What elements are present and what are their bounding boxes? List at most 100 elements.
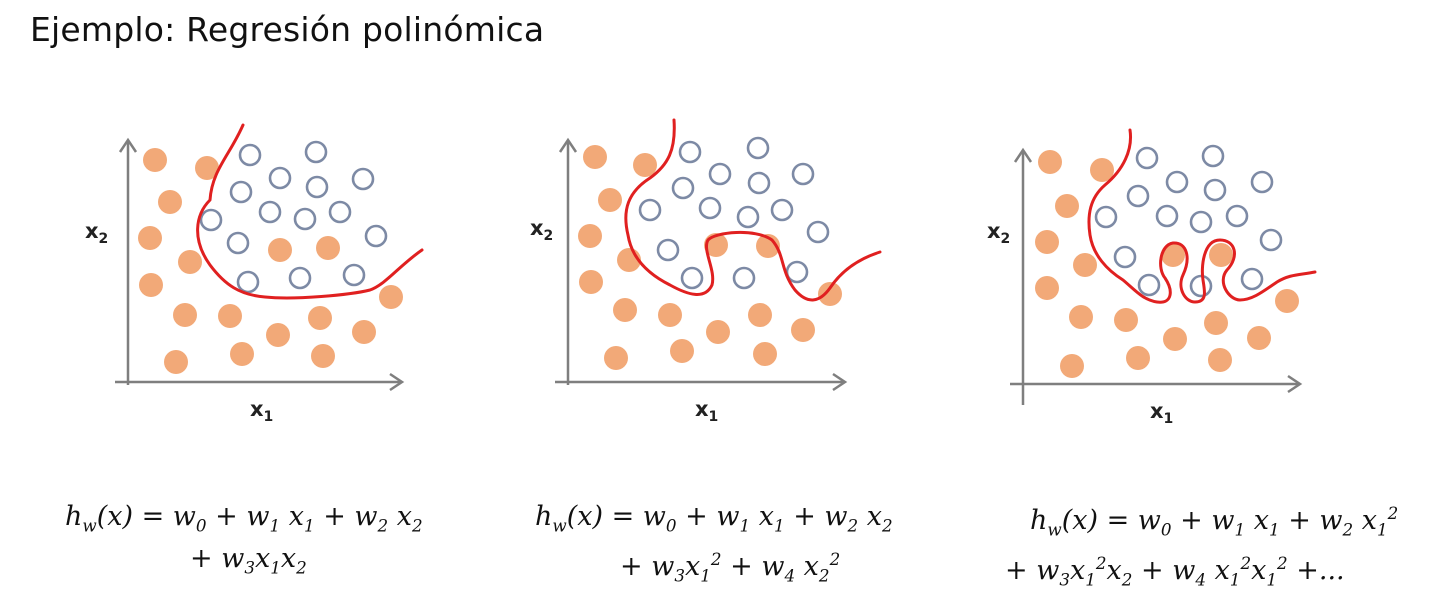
x-axis-label: x1: [695, 397, 718, 425]
x-axis-label: x1: [1150, 399, 1173, 427]
open-point: [238, 143, 262, 167]
formula-quadratic: hw(x) = w0 + w1 x1 + w2 x2 + w3x12 + w4 …: [535, 500, 893, 593]
open-point: [770, 198, 794, 222]
filled-point: [195, 156, 219, 180]
open-point: [656, 238, 680, 262]
open-point: [268, 166, 292, 190]
filled-point: [164, 350, 188, 374]
filled-point: [1035, 230, 1059, 254]
open-point: [328, 200, 352, 224]
filled-point: [178, 250, 202, 274]
filled-point: [1069, 305, 1093, 329]
formula-line-1: hw(x) = w0 + w1 x1 + w2 x2: [535, 501, 893, 536]
open-point: [199, 208, 223, 232]
formula-line-2: + w3x1x2: [190, 543, 307, 578]
open-point: [1094, 205, 1118, 229]
filled-point: [578, 224, 602, 248]
filled-point: [604, 346, 628, 370]
filled-point: [748, 303, 772, 327]
open-point: [746, 136, 770, 160]
filled-point: [316, 236, 340, 260]
decision-boundary: [1087, 128, 1317, 304]
open-point: [1135, 146, 1159, 170]
filled-point: [218, 304, 242, 328]
filled-point: [1090, 158, 1114, 182]
filled-point: [791, 318, 815, 342]
open-point: [1201, 144, 1225, 168]
open-point: [1225, 204, 1249, 228]
y-axis-arrow: [558, 137, 578, 153]
open-point: [678, 140, 702, 164]
open-points: [199, 140, 388, 294]
filled-point: [266, 323, 290, 347]
open-point: [364, 224, 388, 248]
filled-point: [1073, 253, 1097, 277]
filled-point: [143, 148, 167, 172]
open-point: [288, 266, 312, 290]
y-axis-label: x2: [530, 216, 553, 244]
filled-point: [1055, 194, 1079, 218]
formula-line-1: hw(x) = w0 + w1 x1 + w2 x12: [1030, 503, 1399, 540]
filled-point: [756, 234, 780, 258]
open-point: [304, 140, 328, 164]
y-axis-arrow: [1013, 147, 1033, 163]
open-point: [680, 266, 704, 290]
filled-point: [1038, 150, 1062, 174]
open-point: [226, 231, 250, 255]
formula-line-1: hw(x) = w0 + w1 x1 + w2 x2: [65, 501, 423, 536]
open-point: [671, 176, 695, 200]
filled-point: [1275, 289, 1299, 313]
open-point: [1137, 273, 1161, 297]
filled-point: [583, 145, 607, 169]
filled-point: [1209, 243, 1233, 267]
y-axis-arrow: [118, 137, 138, 153]
open-point: [1250, 170, 1274, 194]
axes: [1010, 147, 1303, 405]
open-point: [736, 205, 760, 229]
filled-point: [706, 320, 730, 344]
plot-high-order-boundary: x1 x2: [987, 128, 1317, 427]
decision-boundary: [196, 123, 424, 300]
filled-point: [138, 226, 162, 250]
x-axis-arrow: [1287, 374, 1303, 394]
open-point: [305, 175, 329, 199]
filled-point: [230, 342, 254, 366]
filled-point: [1114, 308, 1138, 332]
filled-point: [633, 153, 657, 177]
axes: [555, 137, 848, 392]
filled-point: [352, 320, 376, 344]
open-point: [293, 207, 317, 231]
filled-point: [658, 303, 682, 327]
filled-point: [1126, 346, 1150, 370]
filled-point: [1163, 327, 1187, 351]
filled-point: [158, 190, 182, 214]
open-point: [1259, 228, 1283, 252]
open-point: [351, 167, 375, 191]
filled-point: [379, 285, 403, 309]
open-point: [1189, 210, 1213, 234]
open-point: [1113, 245, 1137, 269]
filled-points: [138, 148, 403, 374]
open-point: [258, 200, 282, 224]
filled-point: [1035, 276, 1059, 300]
open-points: [1094, 144, 1283, 298]
filled-point: [753, 342, 777, 366]
open-point: [698, 196, 722, 220]
open-point: [791, 162, 815, 186]
filled-point: [1247, 326, 1271, 350]
open-point: [1165, 170, 1189, 194]
filled-point: [670, 339, 694, 363]
filled-point: [1161, 243, 1185, 267]
decision-boundary: [624, 118, 882, 302]
open-point: [638, 198, 662, 222]
slide-title: Ejemplo: Regresión polinómica: [30, 10, 545, 49]
open-point: [229, 180, 253, 204]
open-point: [1203, 178, 1227, 202]
open-point: [732, 266, 756, 290]
open-point: [1155, 204, 1179, 228]
open-point: [1240, 267, 1264, 291]
filled-point: [598, 188, 622, 212]
open-point: [1126, 184, 1150, 208]
open-point: [342, 263, 366, 287]
axes: [115, 137, 405, 392]
